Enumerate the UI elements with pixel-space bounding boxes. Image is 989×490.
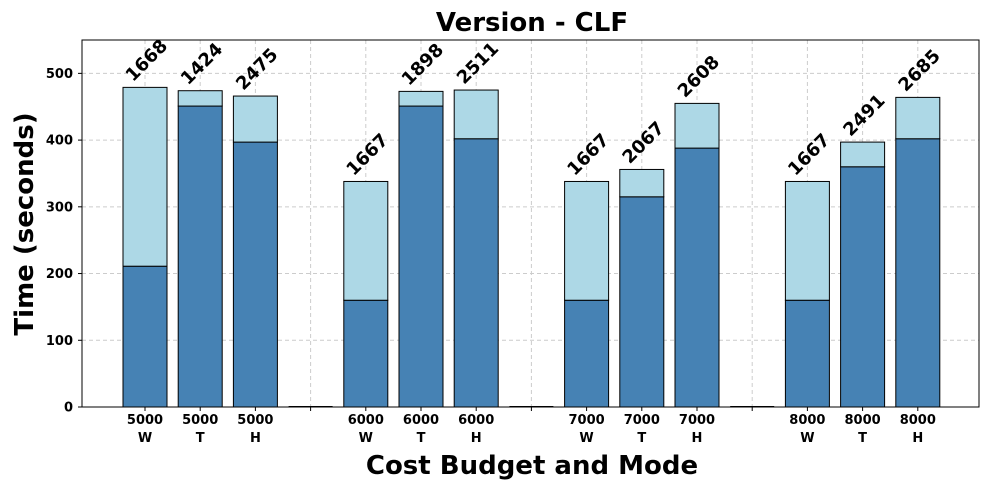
bar-top-segment — [343, 180, 389, 301]
bar-top-segment — [674, 102, 720, 149]
x-tick-label-budget: 7000 — [679, 413, 715, 428]
bar-data-label: 1424 — [177, 39, 227, 89]
bar-data-label: 2067 — [618, 118, 668, 168]
bar-top-segment — [453, 89, 499, 140]
bar-top-segment — [398, 90, 444, 107]
x-tick-label-budget: 8000 — [900, 413, 936, 428]
x-tick-label-mode: T — [417, 431, 426, 446]
bar-data-label: 1668 — [122, 36, 172, 86]
x-tick-label-budget: 7000 — [569, 413, 605, 428]
chart-title: Version - CLF — [436, 8, 628, 38]
bar-data-label: 2608 — [674, 52, 724, 102]
x-tick-label-mode: W — [138, 431, 152, 446]
bar-data-label: 1667 — [342, 130, 392, 180]
y-tick-label: 100 — [46, 334, 73, 349]
x-tick-label-budget: 6000 — [348, 413, 384, 428]
x-tick-label-mode: H — [250, 431, 261, 446]
x-tick-label-mode: W — [579, 431, 593, 446]
x-tick-label-mode: W — [359, 431, 373, 446]
bar-bottom-segment — [564, 299, 610, 408]
bar-bottom-segment — [895, 138, 941, 408]
bar-bottom-segment — [453, 138, 499, 408]
bar-bottom-segment — [674, 147, 720, 408]
x-tick-label-mode: T — [637, 431, 646, 446]
x-axis-label: Cost Budget and Mode — [366, 451, 698, 481]
bar-bottom-segment — [398, 105, 444, 408]
x-tick-label-mode: H — [692, 431, 703, 446]
bar-top-segment — [619, 168, 665, 198]
bar-bottom-segment — [784, 299, 830, 408]
bar-data-label: 1667 — [563, 130, 613, 180]
y-tick-label: 400 — [46, 134, 73, 149]
x-tick-label-budget: 5000 — [182, 413, 218, 428]
x-tick-label-budget: 5000 — [127, 413, 163, 428]
bar-bottom-segment — [122, 265, 168, 408]
bar-data-label: 2511 — [453, 38, 503, 88]
bar-bottom-segment — [619, 196, 665, 408]
bar-bottom-segment — [343, 299, 389, 408]
bar-data-label: 2685 — [894, 46, 944, 96]
x-tick-label-budget: 8000 — [845, 413, 881, 428]
bar-data-label: 2491 — [839, 90, 889, 140]
y-tick-label: 200 — [46, 267, 73, 282]
bar-top-segment — [840, 141, 886, 168]
bar-top-segment — [895, 96, 941, 140]
bar-bottom-segment — [840, 166, 886, 408]
x-tick-label-mode: T — [858, 431, 867, 446]
bar-top-segment — [177, 90, 223, 107]
x-tick-label-mode: T — [196, 431, 205, 446]
bar-bottom-segment — [232, 141, 278, 408]
x-tick-label-budget: 6000 — [458, 413, 494, 428]
axis-ticks: 0 100 200 300 400 500 5000 W 5000 T 5000 H 6000 W 6000… — [46, 67, 936, 446]
bar-top-segment — [784, 180, 830, 301]
y-tick-label: 300 — [46, 200, 73, 215]
bars — [122, 86, 941, 408]
x-tick-label-mode: H — [471, 431, 482, 446]
plot-frame — [81, 39, 980, 408]
bar-top-segment — [122, 86, 168, 267]
x-tick-label-mode: W — [800, 431, 814, 446]
y-tick-label: 0 — [64, 401, 73, 416]
bar-data-label: 2475 — [232, 44, 282, 94]
y-axis-label: Time (seconds) — [10, 112, 40, 335]
bar-top-segment — [564, 180, 610, 301]
bar-data-label: 1898 — [398, 40, 448, 90]
x-tick-label-budget: 8000 — [789, 413, 825, 428]
bar-bottom-segment — [177, 105, 223, 408]
y-tick-label: 500 — [46, 67, 73, 82]
bar-top-segment — [232, 95, 278, 143]
x-tick-label-mode: H — [912, 431, 923, 446]
bar-data-label: 1667 — [784, 130, 834, 180]
x-tick-label-budget: 6000 — [403, 413, 439, 428]
x-tick-label-budget: 7000 — [624, 413, 660, 428]
x-tick-label-budget: 5000 — [237, 413, 273, 428]
